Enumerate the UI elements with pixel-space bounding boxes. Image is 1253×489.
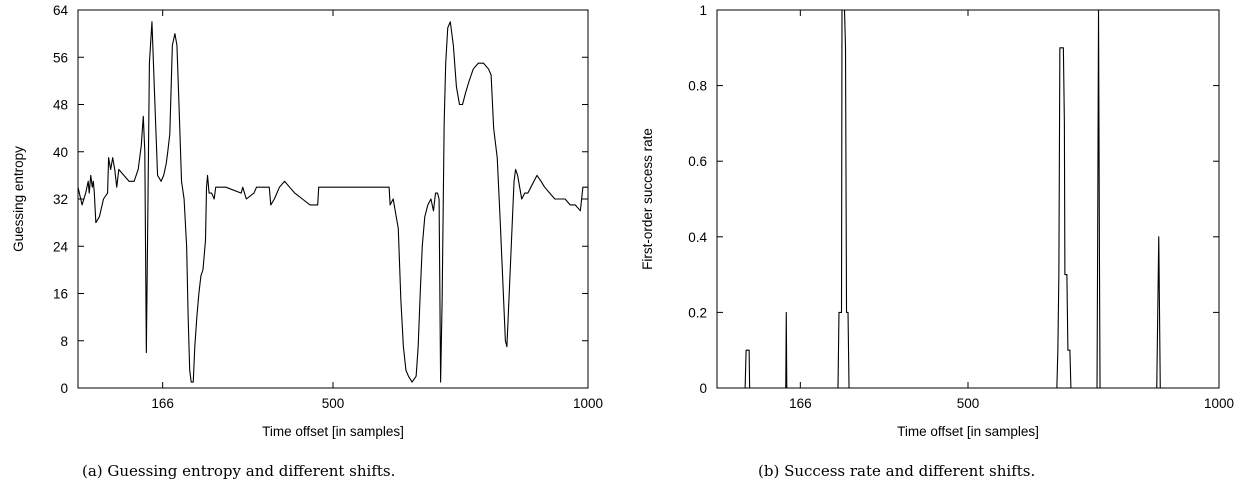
y-tick-label: 0.8	[688, 79, 707, 94]
x-axis-ticks: 166 500 1000	[789, 10, 1234, 411]
series-line	[77, 21, 588, 383]
x-tick-label: 500	[957, 396, 980, 411]
x-tick-label: 166	[789, 396, 812, 411]
y-axis-ticks: 0 0.2 0.4 0.6 0.8 1	[688, 3, 1219, 396]
y-axis-label: First-order success rate	[640, 128, 655, 270]
y-tick-label: 40	[53, 145, 68, 160]
plot-frame	[716, 9, 1220, 389]
x-tick-label: 166	[151, 396, 174, 411]
y-tick-label: 0	[699, 381, 707, 396]
y-tick-label: 8	[60, 334, 68, 349]
x-tick-label: 1000	[1204, 396, 1234, 411]
x-axis-ticks: 166 500 1000	[151, 10, 603, 411]
y-tick-label: 32	[53, 192, 68, 207]
y-tick-label: 0.2	[688, 305, 707, 320]
caption: (b) Success rate and different shifts.	[758, 462, 1035, 480]
x-axis-label: Time offset [in samples]	[262, 424, 404, 439]
chart-panel-a: 0 8 16 24 32 40 48 56 64 166 500 1000 Time offset …	[11, 3, 603, 480]
y-tick-label: 1	[699, 3, 707, 18]
caption: (a) Guessing entropy and different shift…	[82, 462, 395, 480]
x-tick-label: 500	[322, 396, 345, 411]
y-tick-label: 0.6	[688, 154, 707, 169]
y-tick-label: 24	[53, 239, 69, 254]
y-tick-label: 48	[53, 98, 68, 113]
y-tick-label: 0.4	[688, 230, 707, 245]
chart-panel-b: 0 0.2 0.4 0.6 0.8 1 166 500 1000 Time offset [i…	[640, 3, 1234, 480]
x-axis-label: Time offset [in samples]	[897, 424, 1039, 439]
y-tick-label: 16	[53, 287, 68, 302]
y-tick-label: 64	[53, 3, 69, 18]
y-axis-label: Guessing entropy	[11, 146, 26, 252]
x-tick-label: 1000	[573, 396, 603, 411]
y-tick-label: 56	[53, 50, 68, 65]
y-tick-label: 0	[60, 381, 68, 396]
series-line	[717, 9, 1219, 389]
plot-frame	[77, 9, 589, 389]
